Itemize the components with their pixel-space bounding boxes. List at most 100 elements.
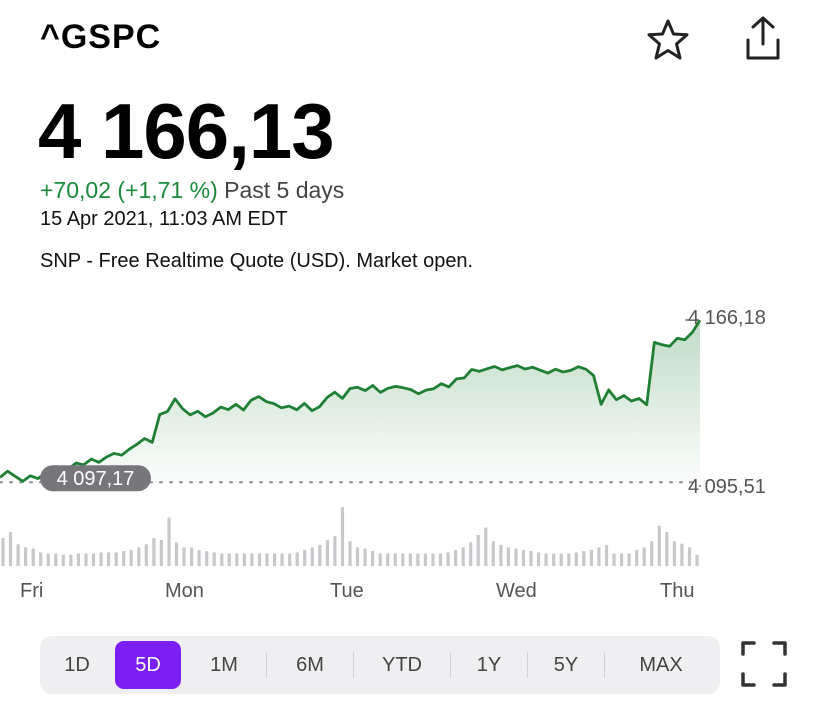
volume-bar: [544, 553, 548, 566]
volume-bar: [107, 552, 111, 566]
volume-bar: [84, 553, 88, 566]
price-line: [0, 319, 702, 483]
volume-bar: [642, 547, 646, 566]
range-option-6m[interactable]: 6M: [296, 653, 324, 676]
volume-bar: [386, 553, 390, 566]
volume-bar: [665, 531, 669, 566]
volume-bar: [16, 544, 20, 566]
quote-source-note: SNP - Free Realtime Quote (USD). Market …: [40, 250, 474, 272]
volume-bar: [295, 552, 299, 566]
volume-bar: [695, 554, 699, 566]
price-chart[interactable]: 4 166,18 4 095,51 4 097,17 Fri Mon Tue W…: [0, 290, 828, 610]
volume-bar: [257, 553, 262, 566]
volume-bar: [635, 549, 639, 566]
price-change-line: +70,02 (+1,71 %) Past 5 days: [40, 177, 344, 204]
range-option-1m[interactable]: 1M: [210, 653, 238, 676]
range-option-5y[interactable]: 5Y: [553, 653, 579, 676]
range-separator: [353, 652, 354, 678]
volume-bar: [672, 541, 676, 566]
volume-bar: [476, 535, 480, 566]
volume-bar: [325, 540, 329, 566]
volume-bar: [680, 543, 684, 566]
range-option-1d[interactable]: 1D: [64, 653, 90, 676]
volume-bar: [174, 542, 179, 566]
volume-bar: [589, 549, 593, 566]
volume-bar: [39, 552, 43, 566]
volume-bar: [250, 553, 254, 566]
volume-bar: [340, 507, 345, 566]
volume-bar: [408, 553, 412, 566]
volume-bar: [1, 538, 5, 566]
volume-bar: [506, 547, 510, 566]
volume-bar: [431, 553, 435, 566]
volume-bar: [182, 547, 186, 566]
volume-bar: [190, 547, 194, 566]
range-option-5d[interactable]: 5D: [115, 641, 181, 689]
volume-bar: [333, 536, 337, 566]
x-label-thu: Thu: [660, 580, 694, 602]
volume-bar: [355, 547, 360, 566]
volume-bar: [273, 553, 277, 566]
star-icon[interactable]: [644, 18, 692, 62]
x-label-tue: Tue: [330, 580, 364, 602]
x-label-mon: Mon: [165, 580, 204, 602]
range-separator: [604, 652, 605, 678]
current-price: 4 166,13: [38, 87, 335, 175]
volume-bar: [152, 538, 156, 566]
volume-bar: [54, 553, 58, 566]
volume-bar: [537, 552, 541, 566]
volume-bar: [574, 552, 578, 566]
share-icon[interactable]: [738, 14, 788, 64]
volume-bar: [657, 525, 661, 566]
volume-bar: [484, 527, 488, 566]
range-separator: [450, 652, 451, 678]
volume-bar: [303, 549, 307, 566]
range-option-max[interactable]: MAX: [639, 653, 683, 676]
volume-bar: [620, 553, 624, 566]
range-separator: [527, 652, 528, 678]
volume-bar: [114, 552, 118, 566]
volume-bar: [401, 553, 405, 566]
volume-bar: [159, 540, 163, 566]
fullscreen-icon[interactable]: [740, 640, 788, 688]
volume-bar: [378, 553, 382, 566]
volume-bar: [423, 553, 427, 566]
volume-bar: [235, 553, 239, 566]
volume-bar: [227, 553, 231, 566]
volume-bar: [567, 553, 571, 566]
volume-bar: [612, 553, 616, 566]
volume-bar: [99, 552, 103, 566]
volume-bar: [137, 547, 141, 566]
previous-close-badge: 4 097,17: [40, 465, 151, 492]
volume-bar: [46, 553, 50, 566]
volume-bar: [438, 553, 443, 566]
volume-bar: [8, 531, 13, 566]
volume-bar: [604, 544, 609, 566]
volume-bar: [24, 547, 28, 566]
price-area: [0, 320, 700, 482]
volume-bar: [454, 549, 458, 566]
volume-bar: [129, 549, 133, 566]
volume-bar: [393, 553, 397, 566]
volume-bar: [687, 547, 692, 566]
volume-bar: [61, 554, 65, 566]
volume-bar: [461, 547, 465, 566]
x-label-fri: Fri: [20, 580, 43, 602]
volume-bar: [167, 517, 171, 566]
high-label: 4 166,18: [688, 307, 766, 329]
volume-bar: [91, 553, 96, 566]
volume-bar: [310, 547, 314, 566]
volume-bar: [627, 553, 631, 566]
volume-bar: [514, 548, 518, 566]
volume-bar: [144, 544, 148, 566]
volume-bars: [1, 507, 699, 566]
volume-bar: [363, 548, 367, 566]
range-separator: [266, 652, 267, 678]
range-option-1y[interactable]: 1Y: [476, 653, 502, 676]
volume-bar: [552, 553, 556, 566]
range-option-ytd[interactable]: YTD: [382, 653, 422, 676]
volume-bar: [491, 541, 495, 566]
quote-timestamp: 15 Apr 2021, 11:03 AM EDT: [40, 208, 288, 230]
volume-bar: [197, 549, 201, 566]
low-label: 4 095,51: [688, 476, 766, 498]
